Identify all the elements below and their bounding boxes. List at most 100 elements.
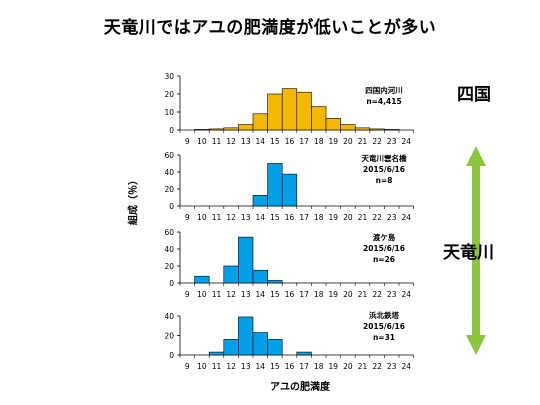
bar-17 <box>296 91 312 131</box>
y-tick-label: 0 <box>169 351 174 360</box>
panel-info-label: 2015/6/16 <box>363 322 405 331</box>
x-tick-label: 16 <box>285 213 295 222</box>
x-tick-label: 24 <box>402 362 412 371</box>
x-tick-label: 14 <box>256 290 266 299</box>
bar-14 <box>252 269 268 284</box>
y-tick-label: 40 <box>164 168 174 177</box>
bar-15 <box>267 93 283 131</box>
y-tick-label: 20 <box>164 332 174 341</box>
bar-15 <box>267 280 283 284</box>
y-tick-label: 0 <box>169 279 174 288</box>
x-tick-label: 9 <box>185 137 190 146</box>
bar-11 <box>208 128 225 131</box>
x-tick-label: 19 <box>329 290 339 299</box>
x-tick-label: 10 <box>197 213 207 222</box>
bar-13 <box>238 236 254 284</box>
bar-10 <box>194 129 210 131</box>
x-tick-label: 22 <box>372 290 382 299</box>
x-tick-label: 23 <box>387 290 397 299</box>
x-tick-label: 19 <box>329 137 339 146</box>
panel-info-label: 渡ケ島 <box>373 232 396 242</box>
histogram-panel-1: 0 10 20 30 9 10 11 12 13 14 15 16 17 18 19 20 21 22 23 24 四国… <box>164 72 414 146</box>
y-axis-label: 組成（％） <box>128 175 140 225</box>
panel-info-label: 四国内河川 <box>365 85 403 95</box>
x-tick-label: 23 <box>387 362 397 371</box>
x-tick-label: 22 <box>372 137 382 146</box>
bar-12 <box>223 339 239 356</box>
x-tick-label: 15 <box>270 137 280 146</box>
x-tick-label: 21 <box>358 213 368 222</box>
x-tick-label: 11 <box>212 290 222 299</box>
panel-info-label: 2015/6/16 <box>363 244 405 253</box>
histogram-panel-3: 0 20 40 60 9 10 11 12 13 14 15 16 17 18 19 20 21 22 23 24 渡ケ… <box>164 228 414 299</box>
bar-23 <box>384 129 400 131</box>
bar-16 <box>281 88 298 131</box>
bar-14 <box>252 113 268 131</box>
x-tick-label: 17 <box>299 290 309 299</box>
histogram-panel-2: 0 20 40 60 9 10 11 12 13 14 15 16 17 18 19 20 21 22 23 24 天竜… <box>164 151 414 222</box>
x-tick-label: 16 <box>285 137 295 146</box>
x-tick-label: 11 <box>212 362 222 371</box>
bar-19 <box>325 118 341 131</box>
y-tick-label: 20 <box>164 90 174 99</box>
x-tick-label: 15 <box>270 290 280 299</box>
panel-info-label: n=26 <box>373 255 395 264</box>
bar-15 <box>267 163 283 207</box>
x-tick-label: 17 <box>299 213 309 222</box>
x-tick-label: 20 <box>343 290 353 299</box>
bar-16 <box>281 173 298 207</box>
x-tick-label: 19 <box>329 213 339 222</box>
x-tick-label: 10 <box>197 362 207 371</box>
bar-12 <box>223 127 239 131</box>
panel-info-label: 天竜川雲名橋 <box>362 153 407 163</box>
bar-14 <box>252 195 268 207</box>
y-tick-label: 20 <box>164 262 174 271</box>
page-title: 天竜川ではアユの肥満度が低いことが多い <box>103 18 437 38</box>
x-tick-label: 10 <box>197 137 207 146</box>
x-tick-label: 24 <box>402 213 412 222</box>
x-tick-label: 15 <box>270 213 280 222</box>
x-tick-label: 13 <box>241 362 251 371</box>
x-tick-label: 16 <box>285 290 295 299</box>
x-tick-label: 12 <box>226 137 236 146</box>
bar-11 <box>208 351 225 356</box>
y-tick-label: 0 <box>169 202 174 211</box>
x-tick-label: 15 <box>270 362 280 371</box>
bar-17 <box>296 351 312 356</box>
y-tick-label: 30 <box>164 72 174 81</box>
y-tick-label: 60 <box>164 228 174 237</box>
bar-10 <box>194 275 210 284</box>
bar-20 <box>340 124 356 131</box>
double-arrow-icon <box>466 146 486 355</box>
x-tick-label: 18 <box>314 137 324 146</box>
bar-22 <box>369 128 385 131</box>
x-tick-label: 13 <box>241 137 251 146</box>
y-tick-label: 40 <box>164 245 174 254</box>
x-tick-label: 17 <box>299 362 309 371</box>
region-label-tenryu: 天竜川 <box>443 243 494 263</box>
x-tick-label: 14 <box>256 137 266 146</box>
x-tick-label: 21 <box>358 362 368 371</box>
x-tick-label: 13 <box>241 290 251 299</box>
x-tick-label: 9 <box>185 290 190 299</box>
x-tick-label: 12 <box>226 290 236 299</box>
x-tick-label: 12 <box>226 213 236 222</box>
x-tick-label: 20 <box>343 213 353 222</box>
region-label-shikoku: 四国 <box>457 85 491 105</box>
x-tick-label: 22 <box>372 362 382 371</box>
x-tick-label: 11 <box>212 213 222 222</box>
x-tick-label: 20 <box>343 362 353 371</box>
x-tick-label: 19 <box>329 362 339 371</box>
x-tick-label: 9 <box>185 362 190 371</box>
x-tick-label: 20 <box>343 137 353 146</box>
panel-info-label: n=31 <box>373 333 395 342</box>
x-tick-label: 22 <box>372 213 382 222</box>
bar-18 <box>311 106 327 131</box>
y-tick-label: 60 <box>164 151 174 160</box>
x-tick-label: 14 <box>256 213 266 222</box>
x-tick-label: 9 <box>185 213 190 222</box>
panel-info-label: 2015/6/16 <box>363 165 405 174</box>
panel-info-label: n=8 <box>376 176 393 185</box>
panel-info-label: 浜北鉄塔 <box>369 310 399 320</box>
bar-14 <box>252 332 268 356</box>
